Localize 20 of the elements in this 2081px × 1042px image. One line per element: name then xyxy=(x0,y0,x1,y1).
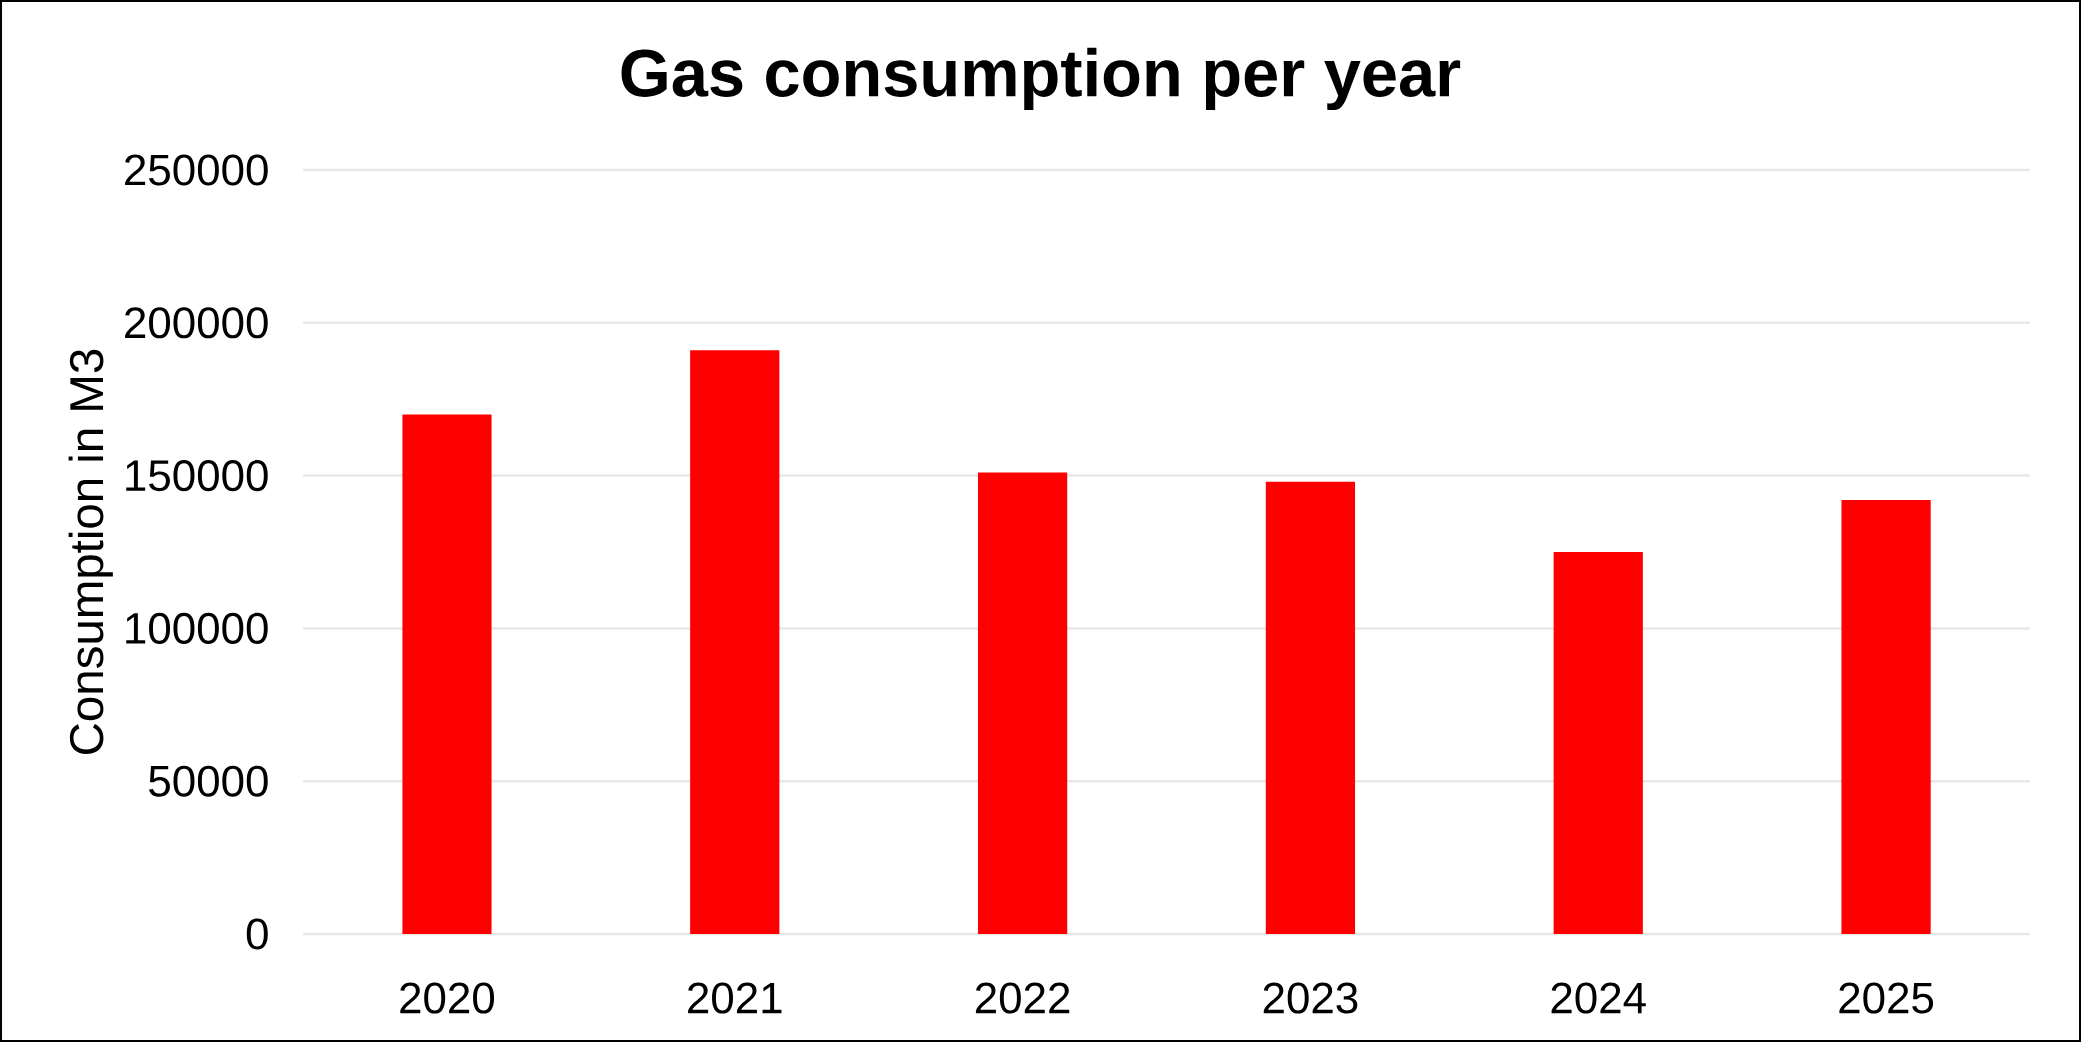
x-tick-label: 2024 xyxy=(1551,982,1646,1014)
y-tick-label: 50000 xyxy=(149,765,268,797)
x-tick-label: 2020 xyxy=(400,982,495,1014)
y-tick-label: 200000 xyxy=(125,307,268,339)
y-tick-label: 250000 xyxy=(125,154,268,186)
y-tick-label: 0 xyxy=(246,918,268,950)
y-tick-label: 100000 xyxy=(126,612,268,644)
x-tick-label: 2022 xyxy=(975,982,1070,1014)
chart-title: Gas consumption per year xyxy=(621,47,1461,111)
bar xyxy=(402,414,492,934)
y-tick-label: 150000 xyxy=(126,460,268,492)
x-tick-label: 2023 xyxy=(1263,982,1358,1014)
x-tick-label: 2021 xyxy=(688,982,782,1014)
bar xyxy=(690,350,780,934)
y-axis-title: Consumption in M3 xyxy=(68,349,113,754)
bar xyxy=(1841,500,1931,934)
x-tick-label: 2025 xyxy=(1839,982,1934,1014)
bar xyxy=(977,472,1068,934)
bar xyxy=(1553,551,1643,934)
bar xyxy=(1265,481,1356,934)
